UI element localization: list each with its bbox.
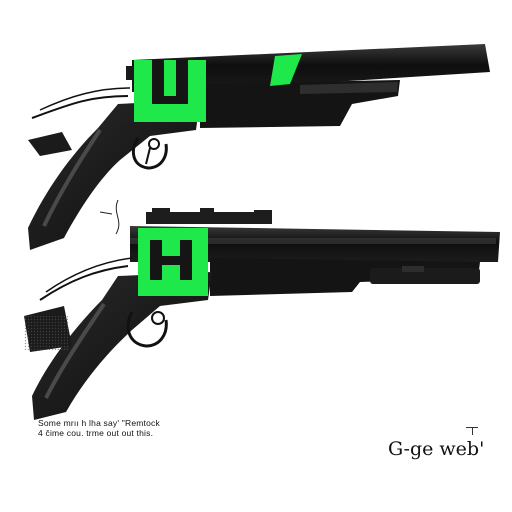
- lower-rifle: [24, 199, 500, 420]
- caption-text: Some mrıı h lha say' "Remtock 4 čime cou…: [38, 418, 238, 438]
- caption-line-2: 4 čime cou. trme out out this.: [38, 428, 154, 438]
- upper-buttplate: [28, 132, 72, 156]
- upper-forend-highlight: [300, 82, 398, 94]
- upper-stock: [28, 100, 200, 250]
- lower-strap: [39, 265, 129, 301]
- upper-trigger-guard: [131, 137, 168, 170]
- lower-green-mark: [138, 228, 208, 296]
- lower-scope-rail: [146, 212, 272, 224]
- signature: G-ge web': [388, 438, 485, 460]
- upper-green-mark: [134, 54, 302, 122]
- lower-trigger-guard: [126, 311, 168, 348]
- caption-line-1: Some mrıı h lha say' "Remtock: [38, 418, 160, 428]
- lower-stock: [32, 272, 212, 420]
- upper-strap: [31, 95, 129, 119]
- corner-tick-mark: [466, 427, 478, 435]
- lower-tube: [370, 268, 480, 284]
- upper-rifle: [28, 44, 490, 250]
- upper-barrel: [132, 44, 490, 92]
